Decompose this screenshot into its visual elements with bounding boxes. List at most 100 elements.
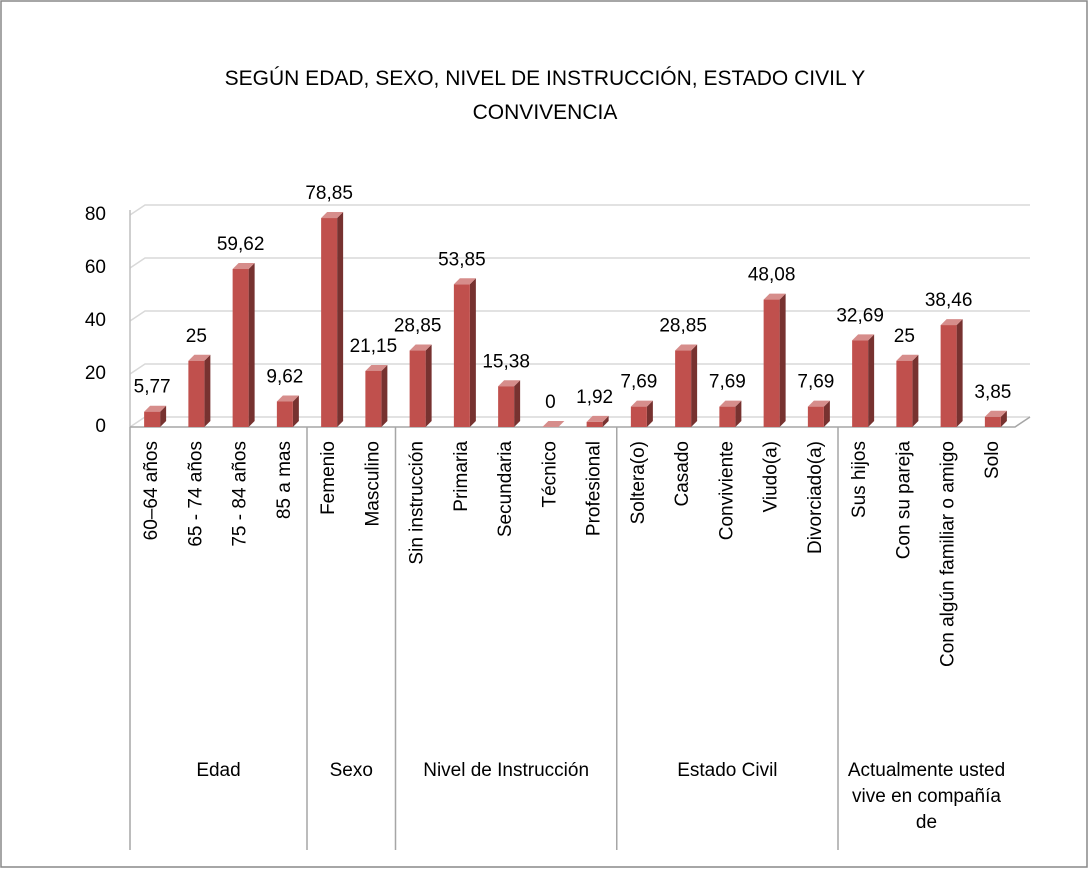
bar-top xyxy=(984,410,1007,417)
bar-top xyxy=(365,364,388,371)
grid-line xyxy=(129,310,1030,322)
bar-top xyxy=(453,278,476,285)
value-label: 5,77 xyxy=(134,377,171,398)
x-tick-label: Sus hijos xyxy=(849,441,870,518)
grid-line xyxy=(129,363,1030,375)
bar-top xyxy=(409,344,432,351)
group-label: Estado Civil xyxy=(677,760,778,781)
group-label: Sexo xyxy=(329,760,373,781)
value-label: 38,46 xyxy=(925,290,973,311)
bar-top xyxy=(630,400,653,407)
bar xyxy=(630,406,647,427)
bar xyxy=(896,360,913,427)
chart-title: SEGÚN EDAD, SEXO, NIVEL DE INSTRUCCIÓN, … xyxy=(224,67,866,124)
bar-top xyxy=(807,400,830,407)
bar-top xyxy=(232,263,255,270)
x-tick-label: Conviviente xyxy=(716,441,737,540)
x-tick-label: 75 - 84 años xyxy=(230,441,251,547)
bar-side xyxy=(735,400,742,427)
bar-top xyxy=(719,400,742,407)
value-label: 7,69 xyxy=(797,372,834,393)
bar xyxy=(409,350,426,427)
bar xyxy=(807,406,824,427)
x-tick-label: Soltera(o) xyxy=(628,441,649,524)
value-label: 28,85 xyxy=(659,316,707,337)
x-tick-label: 85 a mas xyxy=(274,441,295,519)
x-tick-label: Con su pareja xyxy=(893,441,914,560)
value-label: 7,69 xyxy=(620,372,657,393)
y-tick-label: 80 xyxy=(85,204,106,225)
bar-side xyxy=(602,415,609,427)
bar-top xyxy=(896,354,919,361)
x-tick-label: 60–64 años xyxy=(141,441,162,540)
value-label: 7,69 xyxy=(709,372,746,393)
value-label: 32,69 xyxy=(836,305,884,326)
value-label: 25 xyxy=(186,326,207,347)
x-tick-label: Femenio xyxy=(318,441,339,515)
bar-side xyxy=(381,364,388,427)
bar-top xyxy=(586,415,609,422)
bar-top xyxy=(498,380,521,387)
bar-top xyxy=(940,319,963,326)
bar-side xyxy=(425,344,432,427)
grid-line xyxy=(129,257,1030,269)
bar xyxy=(144,411,161,427)
bar xyxy=(940,325,957,427)
bar xyxy=(719,406,736,427)
y-tick-label: 60 xyxy=(85,257,106,278)
x-tick-label: Divorciado(a) xyxy=(805,441,826,554)
bar-side xyxy=(912,354,919,427)
bar-top xyxy=(675,344,698,351)
bar xyxy=(675,350,692,427)
value-label: 48,08 xyxy=(748,265,796,286)
bar-side xyxy=(646,400,653,427)
bar-side xyxy=(868,334,875,427)
x-tick-label: 65 - 74 años xyxy=(185,441,206,547)
bar-side xyxy=(292,395,299,427)
bar-side xyxy=(204,354,211,427)
bar xyxy=(188,360,205,427)
value-label: 78,85 xyxy=(305,183,353,204)
bar xyxy=(586,421,603,427)
bar-top xyxy=(763,293,786,300)
value-label: 3,85 xyxy=(974,382,1011,403)
group-label: Actualmente usted vive en compañía de xyxy=(847,760,1006,833)
bar-side xyxy=(248,263,255,427)
value-label: 1,92 xyxy=(576,387,613,408)
bar-side xyxy=(1000,410,1007,427)
x-tick-label: Secundaria xyxy=(495,441,516,538)
bar-side xyxy=(469,278,476,427)
bar xyxy=(852,340,869,427)
value-label: 9,62 xyxy=(266,367,303,388)
bar xyxy=(232,269,249,427)
bar xyxy=(763,299,780,427)
bar-side xyxy=(160,405,167,427)
x-tick-label: Profesional xyxy=(584,441,605,536)
bar-top xyxy=(852,334,875,341)
value-label: 28,85 xyxy=(394,316,442,337)
x-tick-label: Casado xyxy=(672,441,693,507)
value-label: 53,85 xyxy=(438,249,486,270)
bar xyxy=(498,386,515,427)
bar-side xyxy=(779,293,786,427)
value-label: 15,38 xyxy=(482,351,530,372)
x-tick-label: Solo xyxy=(982,441,1003,479)
bar-top xyxy=(276,395,299,402)
value-label: 59,62 xyxy=(217,234,265,255)
bar xyxy=(365,370,382,427)
group-label: Nivel de Instrucción xyxy=(423,760,590,781)
bar-top xyxy=(321,212,344,219)
x-tick-label: Primaria xyxy=(451,441,472,512)
value-label: 25 xyxy=(894,326,915,347)
bar-top xyxy=(144,405,167,412)
bar xyxy=(453,284,470,427)
x-tick-label: Técnico xyxy=(539,441,560,508)
bar-side xyxy=(514,380,521,427)
grid-line xyxy=(129,204,1030,216)
y-tick-label: 20 xyxy=(85,363,106,384)
bar xyxy=(321,218,338,427)
value-label: 0 xyxy=(545,392,556,413)
